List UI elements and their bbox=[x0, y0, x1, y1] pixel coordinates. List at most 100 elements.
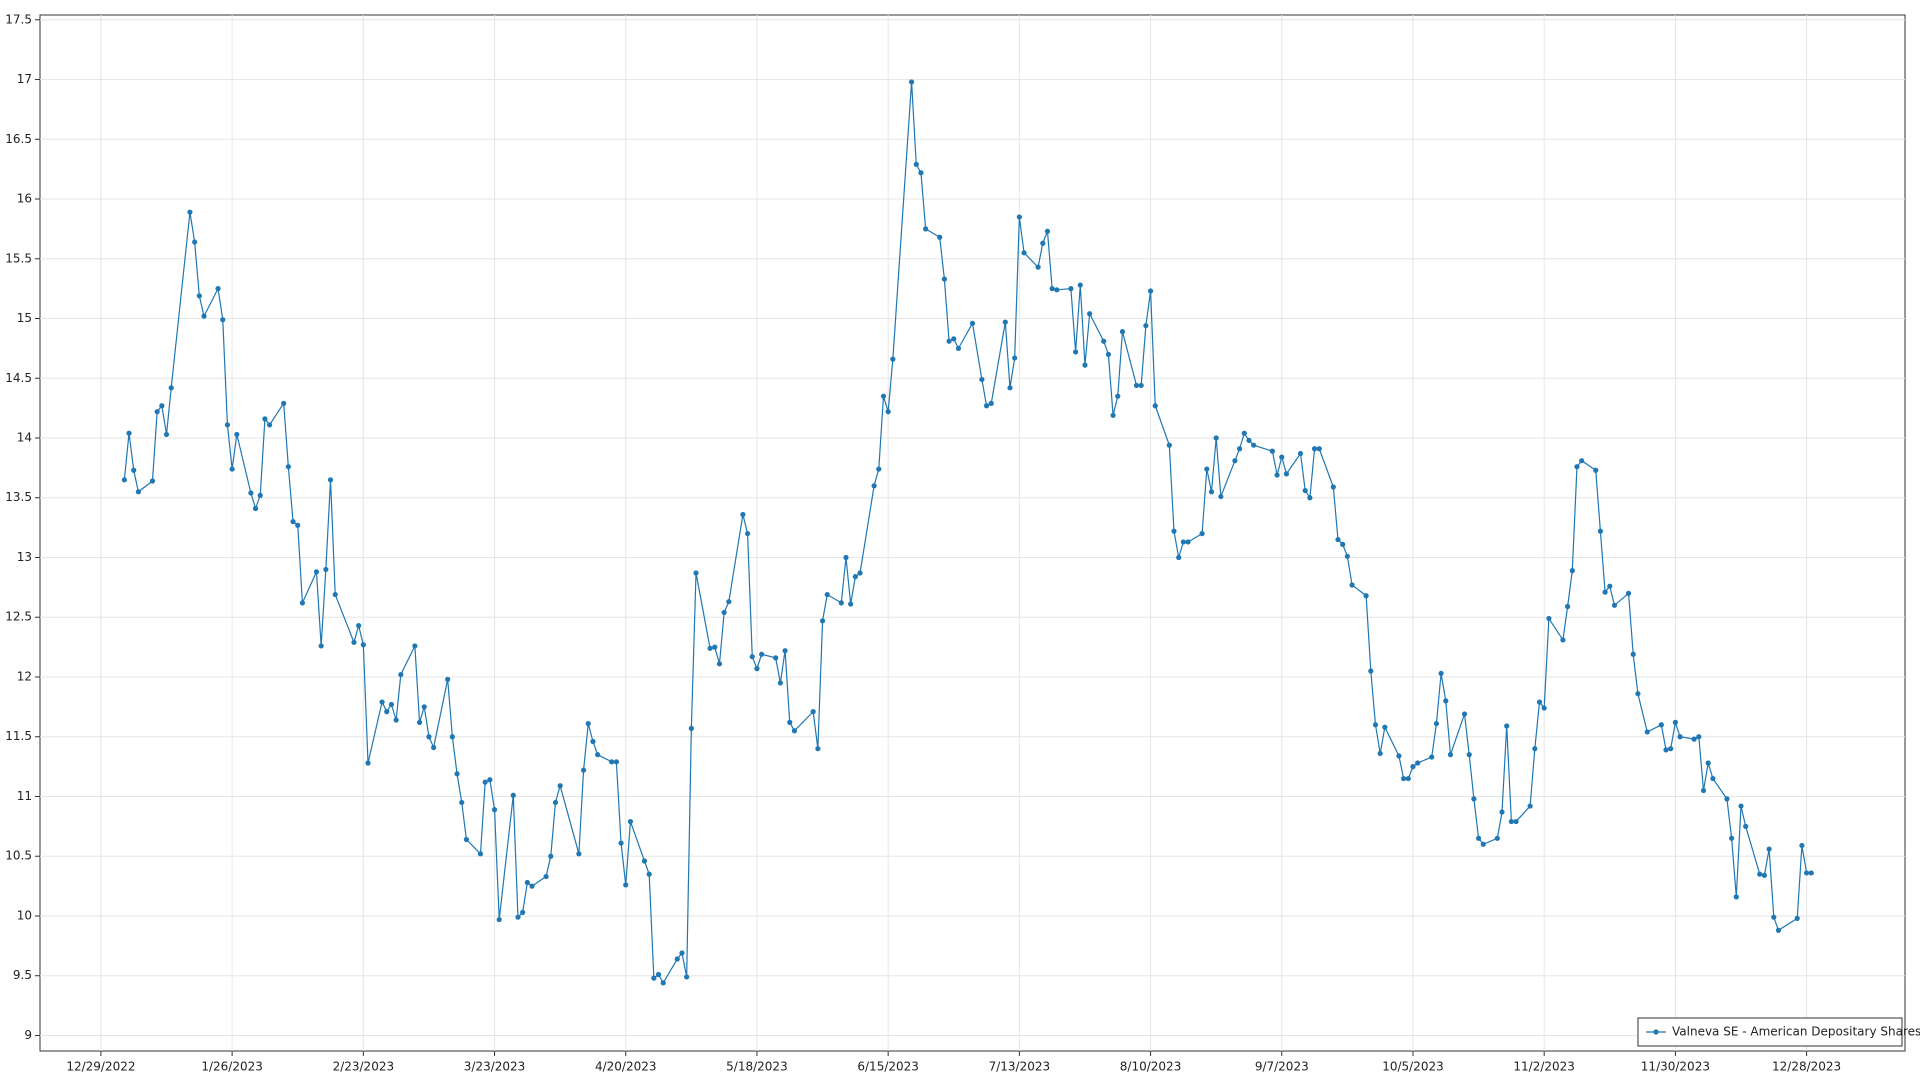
data-point bbox=[1663, 747, 1669, 753]
data-point bbox=[412, 643, 418, 649]
data-point bbox=[1499, 809, 1505, 815]
data-point bbox=[1133, 382, 1140, 389]
data-point bbox=[721, 609, 727, 616]
data-point bbox=[1757, 871, 1763, 877]
data-point bbox=[1068, 286, 1074, 292]
y-tick-label: 10.5 bbox=[5, 849, 32, 863]
data-point bbox=[1143, 323, 1149, 329]
data-point bbox=[281, 400, 287, 406]
data-point bbox=[1138, 382, 1144, 389]
data-point bbox=[1658, 722, 1664, 728]
data-point bbox=[1466, 752, 1472, 758]
data-point bbox=[1040, 240, 1046, 246]
x-tick-label: 4/20/2023 bbox=[595, 1060, 657, 1074]
data-point bbox=[248, 490, 254, 496]
x-tick-label: 12/28/2023 bbox=[1772, 1060, 1841, 1074]
data-point bbox=[1269, 448, 1275, 454]
data-point bbox=[1536, 699, 1543, 705]
data-point bbox=[1668, 746, 1674, 752]
data-point bbox=[192, 239, 198, 245]
data-point bbox=[688, 725, 694, 731]
data-point bbox=[618, 840, 624, 846]
data-point bbox=[1396, 753, 1402, 759]
data-point bbox=[421, 704, 427, 710]
data-point bbox=[810, 709, 816, 715]
x-tick-label: 3/23/2023 bbox=[464, 1060, 526, 1074]
data-point bbox=[1185, 539, 1191, 545]
data-point bbox=[890, 356, 896, 362]
data-point bbox=[1775, 927, 1782, 933]
data-point bbox=[941, 276, 947, 282]
data-point bbox=[651, 975, 657, 981]
data-point bbox=[1625, 590, 1632, 596]
plot-frame bbox=[39, 14, 1906, 1052]
y-tick-label: 12 bbox=[17, 669, 32, 683]
data-point bbox=[524, 879, 530, 886]
data-point bbox=[1569, 568, 1575, 574]
data-point bbox=[1541, 705, 1547, 711]
data-point bbox=[332, 591, 338, 598]
grid bbox=[40, 15, 1905, 1051]
data-point bbox=[1504, 723, 1510, 729]
data-point bbox=[520, 909, 526, 915]
data-point bbox=[1705, 760, 1711, 766]
data-point bbox=[848, 601, 854, 607]
data-point bbox=[1232, 458, 1238, 464]
y-tick-label: 16.5 bbox=[5, 132, 32, 146]
data-point bbox=[1803, 870, 1810, 876]
data-point bbox=[1410, 764, 1416, 770]
data-point bbox=[716, 661, 723, 667]
data-point bbox=[168, 385, 174, 391]
data-point bbox=[1532, 746, 1538, 752]
data-point bbox=[1377, 750, 1383, 757]
legend-label: Valneva SE - American Depositary Shares bbox=[1672, 1025, 1920, 1039]
data-point bbox=[576, 851, 582, 857]
data-point bbox=[1560, 637, 1566, 643]
data-point bbox=[1176, 554, 1182, 561]
data-point bbox=[1494, 835, 1500, 841]
data-point bbox=[529, 883, 535, 889]
data-point bbox=[477, 851, 484, 857]
data-point bbox=[1738, 803, 1744, 809]
data-point bbox=[1405, 775, 1411, 782]
y-tick-label: 11 bbox=[17, 789, 32, 803]
data-point bbox=[163, 431, 170, 438]
y-tick-label: 17.5 bbox=[5, 12, 32, 26]
data-point bbox=[1330, 484, 1336, 490]
data-point bbox=[1438, 670, 1444, 677]
data-point bbox=[613, 759, 619, 765]
data-point bbox=[1607, 583, 1613, 589]
data-point bbox=[609, 759, 615, 765]
data-point bbox=[946, 338, 952, 344]
x-tick-label: 11/2/2023 bbox=[1513, 1060, 1575, 1074]
data-point bbox=[1527, 803, 1533, 809]
x-tick-label: 9/7/2023 bbox=[1255, 1060, 1309, 1074]
data-point bbox=[1021, 250, 1027, 256]
data-point bbox=[1401, 775, 1407, 782]
data-point bbox=[819, 618, 826, 624]
data-point bbox=[1171, 528, 1177, 534]
y-tick-label: 9.5 bbox=[13, 968, 32, 982]
data-point bbox=[299, 600, 306, 606]
data-point bbox=[1672, 719, 1678, 725]
data-point bbox=[1344, 553, 1350, 559]
data-point bbox=[1602, 589, 1608, 595]
data-point bbox=[1246, 437, 1252, 443]
data-point bbox=[1761, 872, 1768, 878]
data-point bbox=[913, 161, 919, 167]
x-tick-label: 6/15/2023 bbox=[857, 1060, 919, 1074]
data-point bbox=[1766, 846, 1772, 852]
data-point bbox=[595, 752, 601, 758]
data-point bbox=[159, 403, 165, 409]
data-point bbox=[318, 643, 324, 649]
data-point bbox=[1077, 282, 1083, 288]
data-point bbox=[1241, 430, 1247, 436]
data-point bbox=[1433, 720, 1440, 727]
data-point bbox=[323, 566, 329, 573]
legend-marker bbox=[1653, 1029, 1659, 1035]
data-point bbox=[1565, 603, 1571, 610]
data-point bbox=[1597, 528, 1604, 534]
data-point bbox=[1808, 870, 1814, 876]
data-point bbox=[351, 639, 357, 645]
y-tick-label: 15.5 bbox=[5, 251, 32, 265]
